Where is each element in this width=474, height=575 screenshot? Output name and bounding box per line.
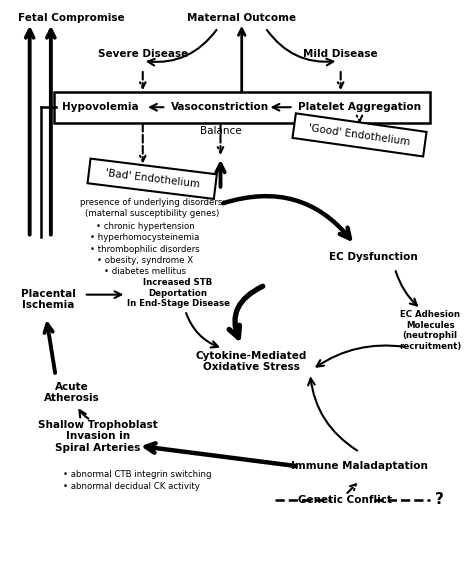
Text: Acute
Atherosis: Acute Atherosis [44, 382, 100, 403]
Text: • abnormal decidual CK activity: • abnormal decidual CK activity [63, 482, 200, 491]
Text: Placental
Ischemia: Placental Ischemia [21, 289, 76, 310]
Text: Platelet Aggregation: Platelet Aggregation [298, 102, 421, 112]
Text: Genetic Conflict: Genetic Conflict [298, 494, 392, 505]
Text: Balance: Balance [200, 126, 241, 136]
Text: Cytokine-Mediated
Oxidative Stress: Cytokine-Mediated Oxidative Stress [195, 351, 307, 372]
Text: • obesity, syndrome X: • obesity, syndrome X [97, 256, 193, 265]
Text: Hypovolemia: Hypovolemia [62, 102, 139, 112]
Text: EC Adhesion
Molecules
(neutrophil
recruitment): EC Adhesion Molecules (neutrophil recrui… [399, 310, 461, 351]
Text: Shallow Trophoblast
Invasion in
Spiral Arteries: Shallow Trophoblast Invasion in Spiral A… [38, 420, 158, 453]
Text: • chronic hypertension: • chronic hypertension [96, 222, 194, 231]
Text: • thrombophilic disorders: • thrombophilic disorders [90, 244, 200, 254]
FancyBboxPatch shape [54, 91, 430, 123]
Text: • diabetes mellitus: • diabetes mellitus [104, 267, 186, 277]
Text: EC Dysfunction: EC Dysfunction [329, 251, 418, 262]
Text: Increased STB
Deportation
In End-Stage Disease: Increased STB Deportation In End-Stage D… [127, 278, 229, 308]
Text: Fetal Compromise: Fetal Compromise [18, 13, 125, 24]
Text: Mild Disease: Mild Disease [303, 49, 378, 59]
Text: • hyperhomocysteinemia: • hyperhomocysteinemia [91, 233, 200, 242]
Text: Immune Maladaptation: Immune Maladaptation [291, 461, 428, 472]
Polygon shape [88, 159, 217, 199]
Text: ?: ? [435, 492, 444, 507]
Text: 'Good' Endothelium: 'Good' Endothelium [308, 123, 411, 147]
Text: Maternal Outcome: Maternal Outcome [187, 13, 296, 24]
Text: • abnormal CTB integrin switching: • abnormal CTB integrin switching [63, 470, 211, 478]
Text: Severe Disease: Severe Disease [98, 49, 188, 59]
Polygon shape [292, 113, 427, 156]
Text: (maternal susceptibility genes): (maternal susceptibility genes) [85, 209, 219, 218]
Text: Vasoconstriction: Vasoconstriction [172, 102, 270, 112]
Text: 'Bad' Endothelium: 'Bad' Endothelium [104, 168, 200, 190]
Text: presence of underlying disorders:: presence of underlying disorders: [80, 198, 225, 207]
